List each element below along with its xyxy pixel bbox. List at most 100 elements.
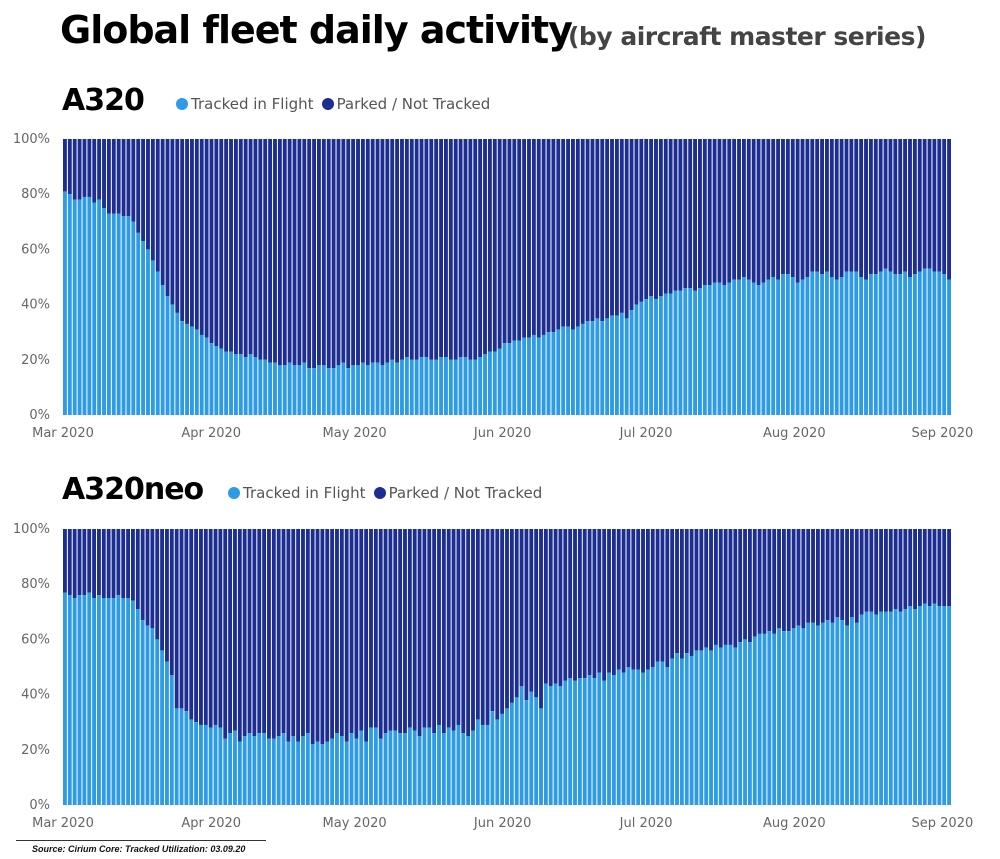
bar-parked [626,529,631,667]
bar-parked [879,529,883,612]
bar-parked [378,529,383,739]
bar-parked [898,529,903,612]
bar-parked [369,529,373,728]
bar-parked [141,139,146,242]
bar-parked [463,139,468,358]
bar-parked [883,529,888,612]
bar-parked [297,139,302,366]
bar-parked [229,139,233,352]
bar-tracked [160,650,165,805]
bar-tracked [248,354,253,415]
bar-parked [111,529,116,598]
bar-parked [233,139,238,355]
bar-parked [611,529,616,676]
bar-tracked [558,686,563,805]
bar-tracked [781,631,786,805]
bar-parked [282,139,287,366]
bar-tracked [679,658,684,805]
bar-tracked [592,678,597,805]
bar-tracked [439,357,443,415]
bar-parked [453,139,458,360]
bar-parked [527,139,531,338]
bar-parked [585,139,590,322]
bar-parked [781,139,785,275]
bar-tracked [660,661,665,805]
bar-parked [580,139,585,324]
bar-parked [747,529,752,643]
x-tick-label: Sep 2020 [912,426,974,441]
bar-parked [271,529,276,739]
bar-parked [412,529,417,731]
bar-tracked [213,724,218,805]
bar-tracked [712,282,717,415]
bar-parked [500,529,505,714]
bar-parked [497,139,502,349]
bar-parked [551,139,556,333]
bar-tracked [771,277,776,415]
legend-item-parked: Parked / Not Tracked [321,95,490,113]
bar-tracked [873,274,878,415]
bar-tracked [87,196,92,415]
bar-parked [922,139,927,269]
bar-tracked [67,595,72,805]
bar-tracked [845,625,849,805]
bar-parked [634,139,639,305]
bar-tracked [811,622,815,805]
bar-tracked [463,357,468,415]
bar-parked [922,529,927,604]
bar-tracked [485,724,490,805]
bar-tracked [607,672,611,805]
bar-tracked [874,614,879,805]
bar-tracked [795,282,800,415]
bar-tracked [512,340,517,415]
bar-parked [561,139,566,327]
bar-parked [531,139,536,335]
bar-tracked [582,678,587,805]
bar-tracked [917,271,922,415]
bar-parked [903,139,908,272]
y-tick-label: 0% [29,798,50,813]
bar-parked [912,139,917,275]
bar-parked [346,139,351,369]
bar-tracked [116,595,121,805]
bar-parked [87,139,92,197]
source-divider [16,840,266,841]
legend-item-tracked: Tracked in Flight [228,484,366,502]
bar-tracked [786,631,791,805]
bar-tracked [419,357,424,415]
bar-tracked [111,598,116,805]
bar-tracked [522,337,527,415]
bar-tracked [317,365,321,415]
bar-tracked [483,354,487,415]
source-note: Source: Cirium Core: Tracked Utilization… [32,844,246,854]
bar-tracked [883,611,888,805]
bar-tracked [693,290,697,415]
bar-parked [135,529,140,610]
bar-tracked [252,736,257,805]
bar-tracked [864,279,868,415]
bar-tracked [228,733,233,805]
bar-parked [101,529,106,598]
bar-parked [683,139,688,289]
bar-parked [398,529,403,734]
bar-tracked [595,318,600,415]
bar-parked [776,139,781,280]
bar-tracked [497,348,502,415]
bar-tracked [131,221,136,415]
bar-tracked [737,279,741,415]
bar-tracked [849,271,854,415]
bar-parked [678,139,683,291]
bar-parked [645,529,650,670]
bar-parked [947,139,951,280]
bar-tracked [796,625,801,805]
bar-parked [126,529,131,598]
bar-tracked [273,362,277,415]
bar-tracked [145,625,150,805]
bar-parked [121,139,126,217]
bar-parked [262,529,267,734]
bar-tracked [694,650,699,805]
bar-parked [490,529,495,712]
bar-tracked [766,279,771,415]
bar-parked [82,529,87,596]
bar-tracked [82,196,87,415]
